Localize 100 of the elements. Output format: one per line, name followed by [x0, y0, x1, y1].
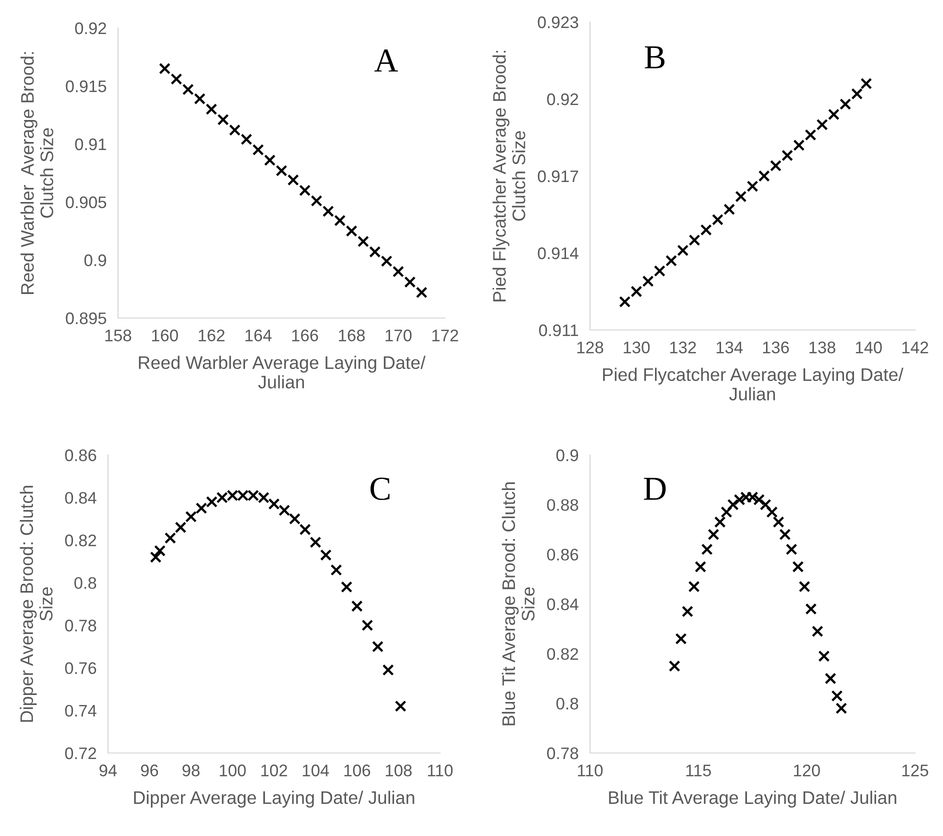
- point: [240, 134, 252, 146]
- y-tick-label: 0.82: [547, 648, 578, 660]
- point: [416, 286, 428, 298]
- point: [727, 498, 739, 510]
- point: [746, 180, 758, 192]
- x-tick-label: 125: [902, 764, 928, 776]
- point: [805, 603, 817, 615]
- x-tick-label: 140: [856, 342, 882, 354]
- x-tick-label: 138: [810, 342, 836, 354]
- y-axis-title: Blue Tit Average Brood: Clutch Size: [502, 482, 535, 726]
- point: [630, 286, 642, 298]
- point: [229, 124, 241, 136]
- point: [668, 660, 680, 672]
- point: [675, 633, 687, 645]
- point: [840, 98, 852, 110]
- point: [252, 144, 264, 156]
- y-tick-label: 0.74: [65, 704, 96, 717]
- point: [372, 640, 384, 652]
- point: [798, 580, 810, 592]
- x-axis-title: Pied Flycatcher Average Laying Date/ Julian: [603, 368, 904, 400]
- point: [320, 549, 332, 561]
- point: [677, 244, 689, 256]
- annotation: C: [370, 478, 390, 500]
- point: [380, 255, 392, 267]
- point: [701, 544, 713, 556]
- x-axis-title: Blue Tit Average Laying Date/ Julian: [609, 790, 896, 808]
- point: [357, 236, 370, 248]
- y-tick-label: 0.76: [65, 662, 96, 674]
- y-tick-label: 0.91: [75, 138, 106, 150]
- x-tick-label: 172: [432, 330, 458, 342]
- point: [158, 62, 170, 74]
- point: [404, 276, 416, 288]
- x-tick-label: 100: [220, 764, 246, 776]
- point: [700, 224, 712, 236]
- x-tick-label: 134: [716, 342, 743, 354]
- x-tick-label: 168: [338, 330, 365, 342]
- point: [793, 139, 805, 151]
- point: [760, 498, 772, 510]
- point: [334, 214, 346, 226]
- point: [150, 551, 162, 563]
- y-tick-label: 0.78: [65, 620, 96, 632]
- point: [860, 78, 872, 90]
- point: [688, 234, 700, 246]
- y-tick-label: 0.8: [74, 577, 96, 589]
- y-tick-label: 0.72: [65, 747, 96, 760]
- y-tick-label: 0.8: [556, 698, 578, 710]
- point: [322, 206, 334, 218]
- point: [792, 560, 804, 573]
- x-tick-label: 98: [182, 764, 200, 776]
- x-tick-label: 104: [302, 764, 329, 776]
- point: [694, 560, 706, 573]
- point: [182, 84, 194, 96]
- point: [714, 516, 726, 528]
- x-tick-label: 106: [344, 764, 370, 776]
- point: [299, 184, 311, 196]
- annotation: D: [644, 478, 666, 500]
- point: [206, 496, 218, 508]
- x-tick-label: 132: [670, 342, 696, 354]
- point: [786, 544, 798, 556]
- point: [299, 524, 311, 536]
- y-tick-label: 0.84: [547, 598, 578, 610]
- y-tick-label: 0.9: [556, 449, 578, 462]
- point: [724, 204, 736, 216]
- point: [346, 225, 358, 237]
- point: [340, 581, 352, 593]
- point: [288, 513, 301, 525]
- x-tick-label: 142: [902, 342, 928, 354]
- point: [688, 580, 700, 592]
- point: [720, 506, 732, 518]
- x-axis-title: Dipper Average Laying Date/ Julian: [134, 790, 414, 808]
- y-tick-label: 0.86: [65, 449, 96, 462]
- point: [816, 118, 828, 130]
- x-tick-label: 115: [686, 764, 711, 776]
- point: [276, 164, 288, 176]
- x-tick-label: 96: [141, 764, 158, 776]
- point: [772, 516, 784, 528]
- y-tick-label: 0.92: [75, 22, 106, 34]
- point: [194, 92, 206, 105]
- point: [264, 154, 276, 166]
- point: [196, 502, 208, 514]
- x-tick-label: 164: [246, 330, 272, 342]
- point: [828, 108, 840, 120]
- y-tick-label: 0.911: [539, 324, 578, 336]
- point: [712, 214, 724, 226]
- point: [779, 528, 791, 540]
- point: [154, 545, 166, 557]
- y-tick-label: 0.84: [65, 492, 96, 504]
- point: [351, 600, 363, 612]
- y-tick-label: 0.923: [538, 16, 578, 28]
- y-tick-label: 0.914: [538, 247, 578, 260]
- point: [382, 664, 394, 676]
- point: [287, 174, 299, 186]
- point: [206, 103, 218, 115]
- point: [782, 150, 794, 162]
- y-tick-label: 0.905: [66, 196, 106, 208]
- x-tick-label: 158: [105, 330, 132, 342]
- y-tick-label: 0.92: [547, 93, 578, 106]
- y-tick-label: 0.78: [547, 747, 578, 760]
- point: [394, 700, 406, 712]
- annotation: A: [374, 49, 398, 72]
